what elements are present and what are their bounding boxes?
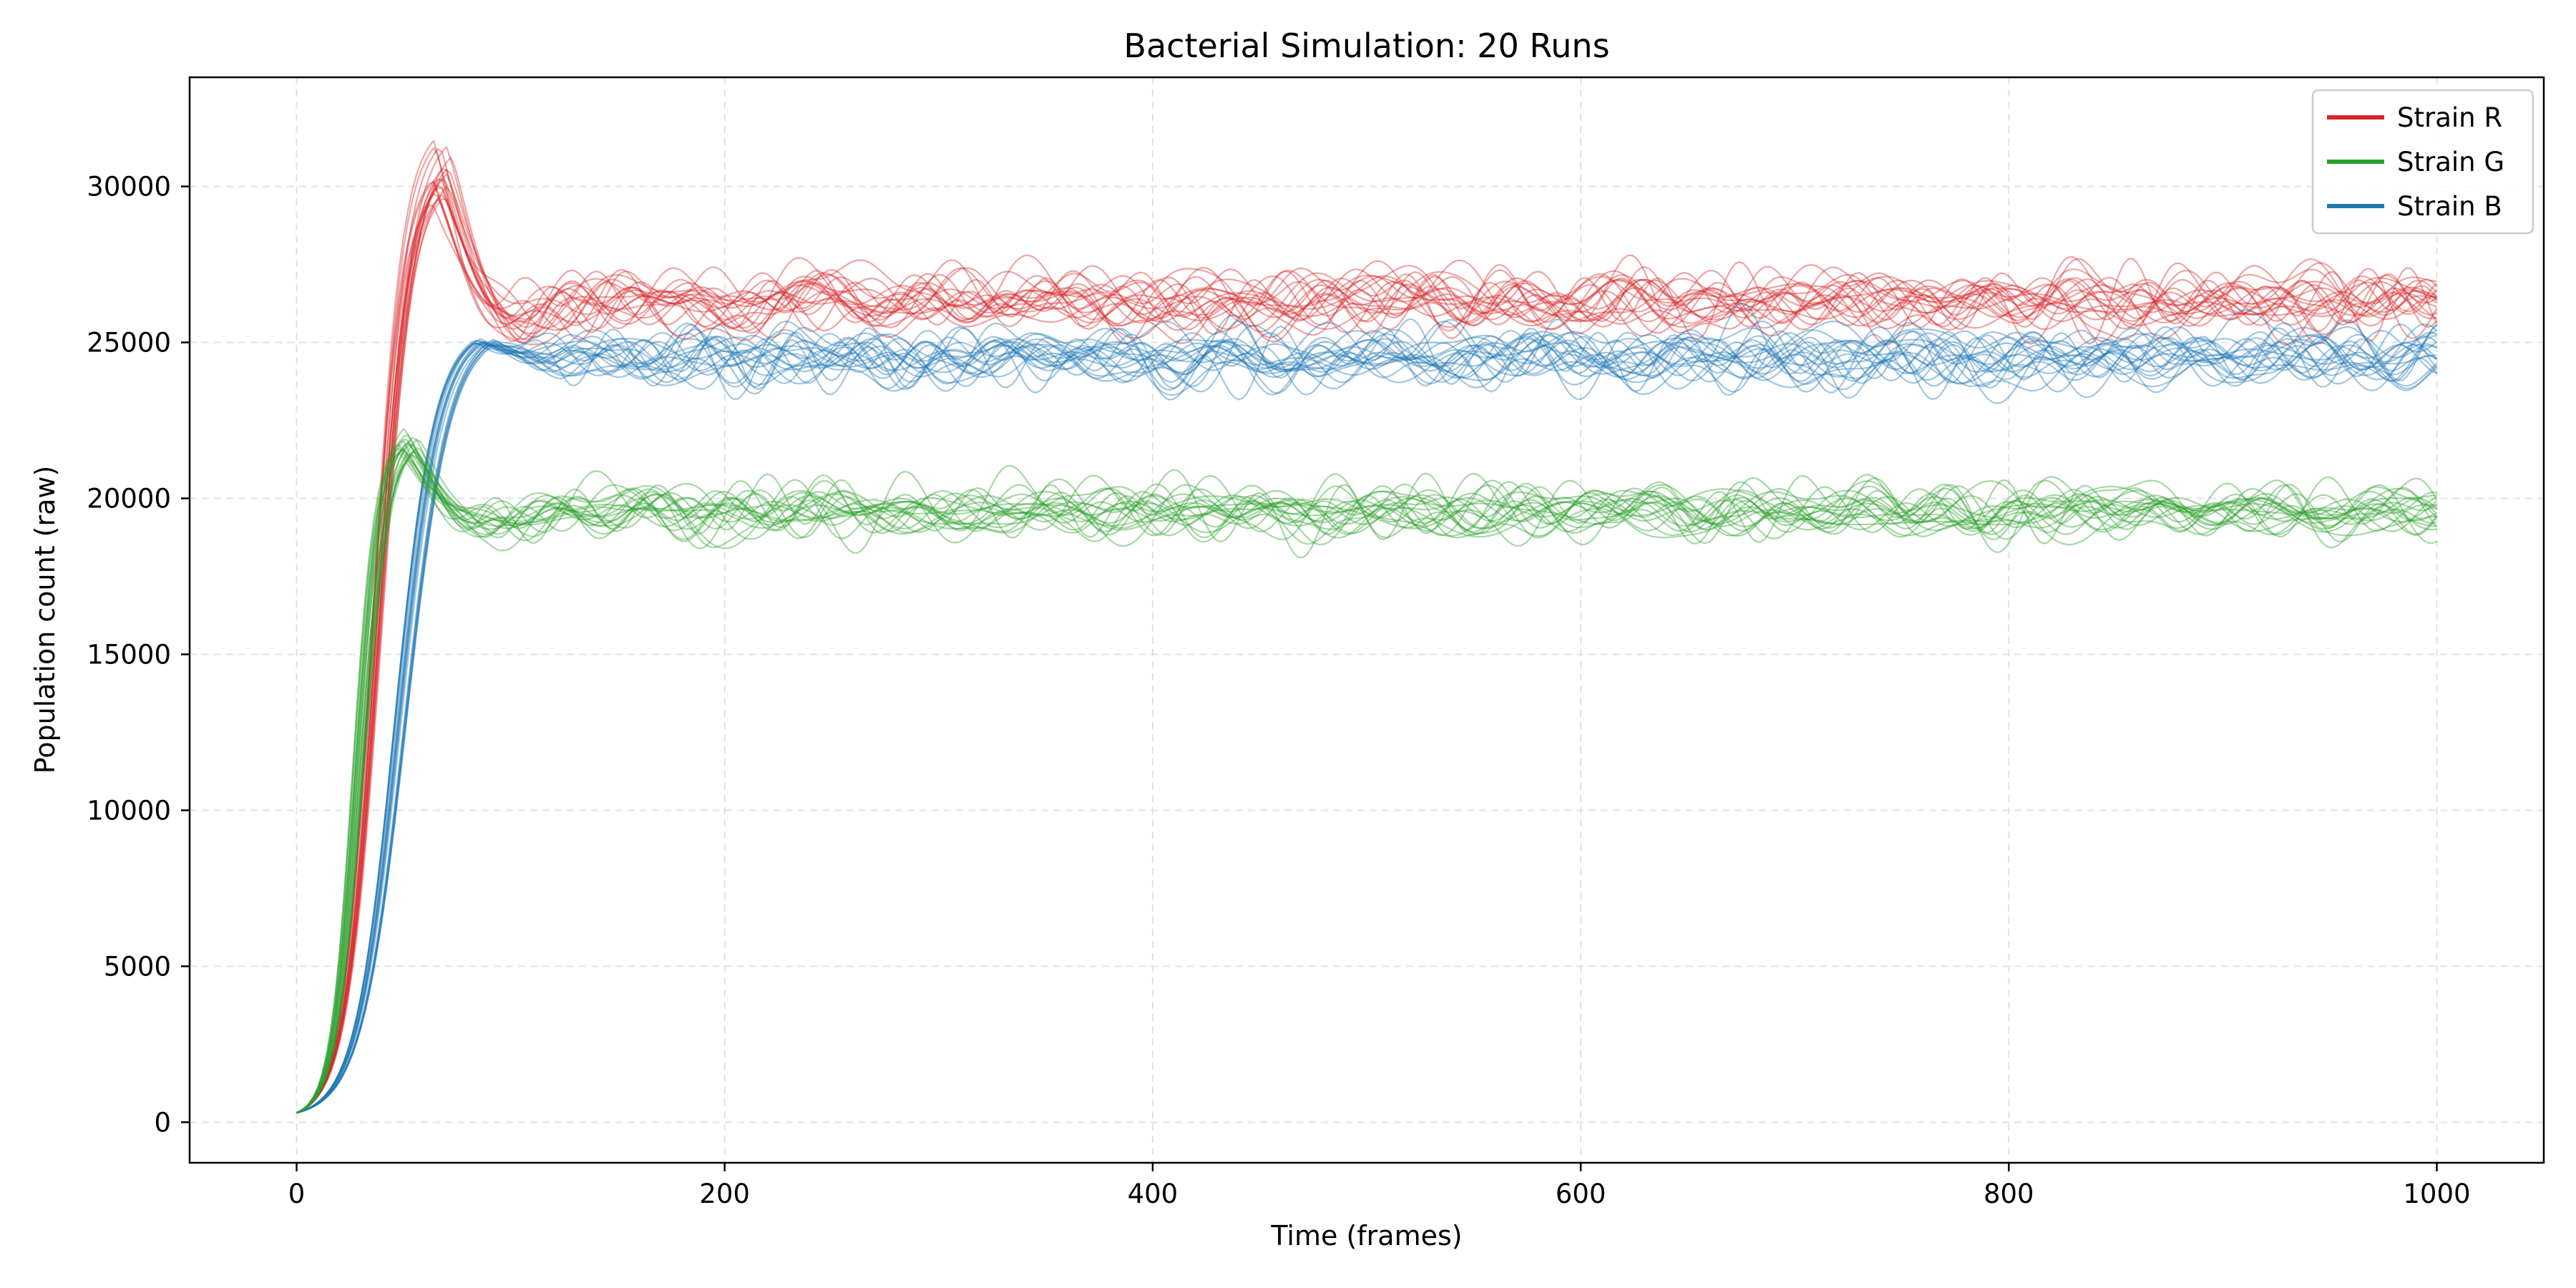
run-line (296, 428, 2437, 1114)
x-tick-label: 1000 (2403, 1179, 2470, 1209)
plot-frame (188, 76, 2545, 1164)
run-line (296, 192, 2438, 1114)
run-line (296, 322, 2438, 1114)
run-line (296, 441, 2438, 1114)
run-line (296, 326, 2437, 1114)
legend-label: Strain B (2397, 191, 2502, 222)
run-line (296, 326, 2438, 1114)
chart-title: Bacterial Simulation: 20 Runs (1123, 26, 1609, 65)
run-line (296, 148, 2438, 1114)
run-line (296, 439, 2437, 1114)
run-line (296, 448, 2437, 1114)
run-line (296, 443, 2438, 1114)
y-tick-label: 20000 (87, 483, 171, 514)
y-tick-label: 0 (154, 1107, 171, 1138)
run-line (296, 324, 2437, 1114)
run-line (296, 173, 2438, 1114)
run-line (296, 184, 2438, 1114)
run-line (296, 320, 2437, 1114)
run-line (296, 436, 2438, 1114)
x-tick-label: 800 (1984, 1179, 2034, 1209)
run-line (296, 454, 2438, 1114)
y-tick-label: 30000 (87, 172, 171, 203)
y-tick-label: 10000 (87, 795, 171, 826)
run-line (296, 335, 2438, 1114)
run-line (296, 193, 2437, 1114)
run-line (296, 323, 2438, 1114)
x-tick-label: 0 (288, 1179, 306, 1209)
run-line (296, 321, 2438, 1114)
run-line (296, 459, 2437, 1114)
run-line (296, 323, 2438, 1114)
run-line (296, 318, 2438, 1114)
run-line (296, 321, 2438, 1114)
legend: Strain R Strain G Strain B (2311, 89, 2534, 235)
run-line (296, 187, 2438, 1114)
run-line (296, 178, 2437, 1114)
run-line (296, 146, 2438, 1114)
run-line (296, 452, 2437, 1114)
legend-label: Strain R (2397, 102, 2502, 133)
run-line (296, 449, 2437, 1114)
run-line (296, 440, 2437, 1114)
y-axis-label: Population count (raw) (29, 466, 61, 774)
run-line (296, 302, 2438, 1114)
x-axis-ticks: 0 200 400 600 800 1000 (288, 1163, 2471, 1209)
run-line (296, 321, 2437, 1114)
series-strain-b (296, 302, 2438, 1114)
run-line (296, 448, 2437, 1114)
run-line (296, 309, 2438, 1114)
run-line (296, 180, 2438, 1114)
run-line (296, 169, 2437, 1114)
x-tick-label: 400 (1128, 1179, 1179, 1209)
run-line (296, 167, 2438, 1114)
x-tick-label: 600 (1556, 1179, 1606, 1209)
run-line (296, 197, 2437, 1114)
run-line (296, 331, 2437, 1114)
run-line (296, 181, 2437, 1114)
run-line (296, 326, 2438, 1114)
x-axis-label: Time (frames) (1270, 1220, 1462, 1252)
run-line (296, 204, 2438, 1114)
run-line (296, 328, 2438, 1114)
run-line (296, 447, 2438, 1114)
run-line (296, 147, 2438, 1114)
run-line (296, 444, 2437, 1114)
run-line (296, 186, 2437, 1114)
y-tick-label: 25000 (87, 328, 171, 358)
run-line (296, 442, 2438, 1114)
run-line (296, 320, 2438, 1114)
x-tick-label: 200 (699, 1179, 750, 1209)
run-line (296, 157, 2437, 1114)
series-strain-g (296, 428, 2438, 1114)
run-line (296, 197, 2437, 1114)
run-line (296, 452, 2437, 1114)
run-line (296, 140, 2438, 1114)
y-axis-ticks: 0 5000 10000 15000 20000 25000 30000 (87, 172, 190, 1138)
run-line (296, 434, 2438, 1114)
grid (190, 77, 2544, 1163)
run-line (296, 318, 2438, 1114)
run-line (296, 177, 2438, 1114)
run-line (296, 314, 2438, 1114)
y-tick-label: 5000 (104, 951, 171, 982)
y-tick-label: 15000 (87, 639, 171, 670)
simulation-runs (296, 140, 2438, 1114)
run-line (296, 439, 2438, 1114)
run-line (296, 453, 2437, 1114)
legend-box (2311, 89, 2534, 235)
legend-label: Strain G (2397, 147, 2504, 177)
run-line (296, 447, 2438, 1114)
series-strain-r (296, 140, 2438, 1114)
